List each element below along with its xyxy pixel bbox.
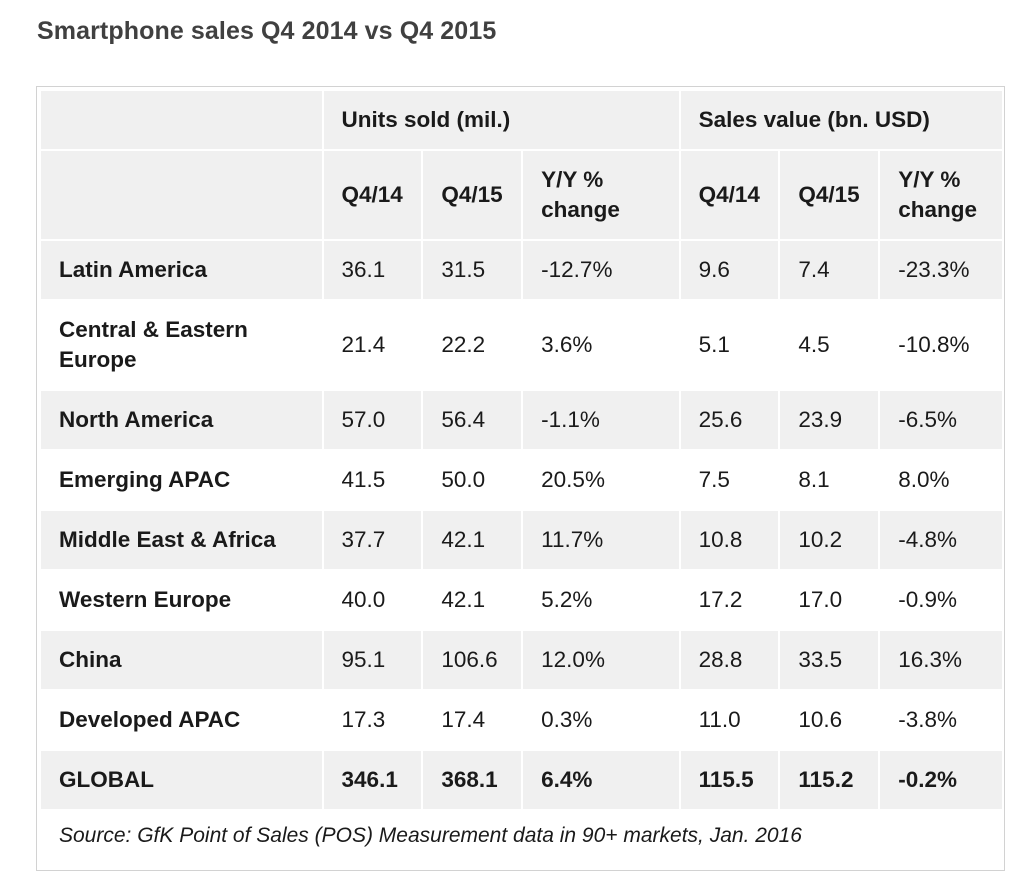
- value-cell: 4.5: [780, 301, 879, 389]
- value-cell: 17.0: [780, 571, 879, 629]
- value-cell: 10.6: [780, 691, 879, 749]
- value-cell: 5.1: [680, 301, 779, 389]
- value-cell: -4.8%: [880, 511, 1002, 569]
- region-label: North America: [41, 391, 322, 449]
- column-header: Y/Y % change: [523, 151, 679, 239]
- value-cell: 56.4: [423, 391, 522, 449]
- column-header: Q4/14: [323, 151, 422, 239]
- region-label: China: [41, 631, 322, 689]
- value-cell: -12.7%: [523, 241, 679, 299]
- value-cell: 12.0%: [523, 631, 679, 689]
- value-cell: 106.6: [423, 631, 522, 689]
- value-cell: 50.0: [423, 451, 522, 509]
- region-label: Emerging APAC: [41, 451, 322, 509]
- value-cell: 115.2: [780, 751, 879, 809]
- value-cell: -6.5%: [880, 391, 1002, 449]
- value-cell: 9.6: [680, 241, 779, 299]
- value-cell: 7.5: [680, 451, 779, 509]
- region-label: Developed APAC: [41, 691, 322, 749]
- table-body: Latin America 36.1 31.5 -12.7% 9.6 7.4 -23.3% C…: [41, 241, 1002, 809]
- units-group-header: Units sold (mil.): [323, 91, 679, 149]
- value-cell: 17.3: [323, 691, 422, 749]
- table-row: China 95.1 106.6 12.0% 28.8 33.5 16.3%: [41, 631, 1002, 689]
- value-cell: -23.3%: [880, 241, 1002, 299]
- value-group-header: Sales value (bn. USD): [680, 91, 1002, 149]
- value-cell: 6.4%: [523, 751, 679, 809]
- table-row: Developed APAC 17.3 17.4 0.3% 11.0 10.6 -3.8%: [41, 691, 1002, 749]
- value-cell: 16.3%: [880, 631, 1002, 689]
- value-cell: 57.0: [323, 391, 422, 449]
- value-cell: 31.5: [423, 241, 522, 299]
- table-row: GLOBAL 346.1 368.1 6.4% 115.5 115.2 -0.2%: [41, 751, 1002, 809]
- value-cell: 42.1: [423, 511, 522, 569]
- group-header-row: Units sold (mil.) Sales value (bn. USD): [41, 91, 1002, 149]
- value-cell: 11.7%: [523, 511, 679, 569]
- value-cell: 41.5: [323, 451, 422, 509]
- value-cell: -10.8%: [880, 301, 1002, 389]
- region-label: Middle East & Africa: [41, 511, 322, 569]
- table-row: Latin America 36.1 31.5 -12.7% 9.6 7.4 -23.3%: [41, 241, 1002, 299]
- corner-cell: [41, 91, 322, 149]
- value-cell: 17.2: [680, 571, 779, 629]
- value-cell: 10.8: [680, 511, 779, 569]
- region-label: Western Europe: [41, 571, 322, 629]
- value-cell: 23.9: [780, 391, 879, 449]
- value-cell: 42.1: [423, 571, 522, 629]
- value-cell: 33.5: [780, 631, 879, 689]
- region-header-cell: [41, 151, 322, 239]
- value-cell: 28.8: [680, 631, 779, 689]
- column-header: Q4/15: [780, 151, 879, 239]
- value-cell: 37.7: [323, 511, 422, 569]
- value-cell: 368.1: [423, 751, 522, 809]
- value-cell: 3.6%: [523, 301, 679, 389]
- value-cell: 21.4: [323, 301, 422, 389]
- value-cell: 17.4: [423, 691, 522, 749]
- region-label: GLOBAL: [41, 751, 322, 809]
- value-cell: -0.2%: [880, 751, 1002, 809]
- value-cell: 40.0: [323, 571, 422, 629]
- table-row: Middle East & Africa 37.7 42.1 11.7% 10.8 10.…: [41, 511, 1002, 569]
- column-header: Q4/15: [423, 151, 522, 239]
- value-cell: 7.4: [780, 241, 879, 299]
- value-cell: 346.1: [323, 751, 422, 809]
- column-header-row: Q4/14 Q4/15 Y/Y % change Q4/14 Q4/15 Y/Y …: [41, 151, 1002, 239]
- value-cell: 10.2: [780, 511, 879, 569]
- value-cell: 8.0%: [880, 451, 1002, 509]
- value-cell: -1.1%: [523, 391, 679, 449]
- value-cell: -3.8%: [880, 691, 1002, 749]
- table-frame: Units sold (mil.) Sales value (bn. USD) …: [36, 86, 1005, 871]
- table-row: North America 57.0 56.4 -1.1% 25.6 23.9 -6.5%: [41, 391, 1002, 449]
- value-cell: 5.2%: [523, 571, 679, 629]
- table-row: Central & Eastern Europe 21.4 22.2 3.6% 5.1 4.…: [41, 301, 1002, 389]
- column-header: Y/Y % change: [880, 151, 1002, 239]
- source-note: Source: GfK Point of Sales (POS) Measure…: [59, 824, 802, 847]
- value-cell: 95.1: [323, 631, 422, 689]
- value-cell: -0.9%: [880, 571, 1002, 629]
- value-cell: 0.3%: [523, 691, 679, 749]
- value-cell: 8.1: [780, 451, 879, 509]
- sales-table: Units sold (mil.) Sales value (bn. USD) …: [39, 89, 1004, 811]
- value-cell: 36.1: [323, 241, 422, 299]
- column-header: Q4/14: [680, 151, 779, 239]
- table-row: Western Europe 40.0 42.1 5.2% 17.2 17.0 -0.9%: [41, 571, 1002, 629]
- value-cell: 25.6: [680, 391, 779, 449]
- page-title: Smartphone sales Q4 2014 vs Q4 2015: [37, 17, 497, 45]
- value-cell: 20.5%: [523, 451, 679, 509]
- table-row: Emerging APAC 41.5 50.0 20.5% 7.5 8.1 8.0%: [41, 451, 1002, 509]
- region-label: Latin America: [41, 241, 322, 299]
- value-cell: 22.2: [423, 301, 522, 389]
- value-cell: 11.0: [680, 691, 779, 749]
- value-cell: 115.5: [680, 751, 779, 809]
- region-label: Central & Eastern Europe: [41, 301, 322, 389]
